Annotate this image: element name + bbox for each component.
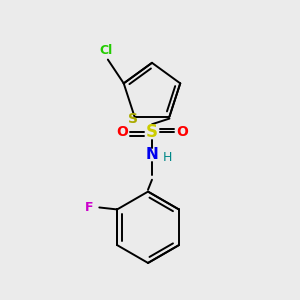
Text: Cl: Cl [99, 44, 112, 57]
Text: N: N [146, 148, 158, 163]
Text: O: O [176, 125, 188, 139]
Text: H: H [163, 152, 172, 164]
Text: F: F [85, 201, 94, 214]
Text: S: S [128, 112, 137, 126]
Text: S: S [146, 123, 158, 141]
Text: O: O [116, 125, 128, 139]
